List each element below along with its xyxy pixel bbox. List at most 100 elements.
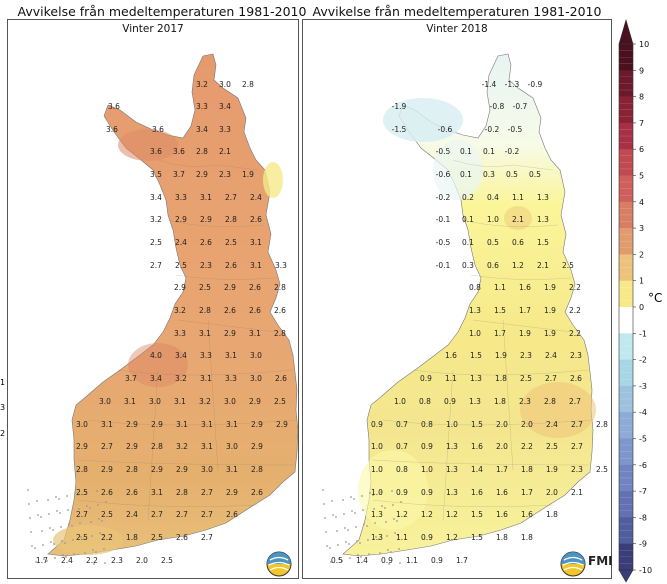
- temperature-value: 2.9: [251, 442, 263, 451]
- temperature-value: 0.6: [512, 238, 524, 247]
- colorbar-tick-label: 4: [639, 198, 644, 207]
- temperature-value: 2.6: [274, 306, 286, 315]
- archipelago-dot: [379, 552, 381, 554]
- temperature-value: 2.8: [196, 147, 208, 156]
- archipelago-dot: [400, 501, 402, 503]
- temperature-value: 3.1: [249, 329, 261, 338]
- archipelago-dot: [101, 520, 103, 522]
- temperature-value: 2.3: [570, 351, 582, 360]
- temperature-value: -0.5: [436, 238, 451, 247]
- colorbar-segment: [619, 149, 633, 176]
- temperature-value: 1.0: [394, 397, 406, 406]
- region-boundary: [157, 159, 259, 171]
- subtitle-2017: Vinter 2017: [122, 23, 184, 35]
- archipelago-dot: [95, 551, 97, 553]
- colorbar-tick-label: 0: [639, 303, 644, 312]
- temperature-value: 2.8: [151, 442, 163, 451]
- archipelago-dot: [359, 542, 361, 544]
- temperature-value: 3.2: [199, 397, 211, 406]
- temperature-value: 2.9: [224, 283, 236, 292]
- temperature-value: 2.5: [175, 261, 187, 270]
- temperature-value: 0.3: [462, 261, 474, 270]
- temperature-value: 3.7: [173, 170, 185, 179]
- temperature-value: 3.1: [200, 374, 212, 383]
- temperature-value: 2.8: [274, 283, 286, 292]
- temperature-value: 2.9: [226, 488, 238, 497]
- temperature-value: 1.8: [521, 533, 533, 542]
- archipelago-dot: [30, 531, 32, 533]
- temperature-value: 1.8: [496, 533, 508, 542]
- region-boundary: [77, 499, 259, 507]
- temperature-value: 2.6: [251, 488, 263, 497]
- region-boundary: [452, 159, 554, 171]
- colorbar-segment: [619, 228, 633, 255]
- temperature-value: -0.2: [436, 193, 451, 202]
- temperature-value: 3.1: [201, 442, 213, 451]
- temperature-value: 2.2: [569, 329, 581, 338]
- archipelago-dot: [66, 495, 68, 497]
- archipelago-dot: [349, 557, 351, 559]
- temperature-value: 3.1: [174, 397, 186, 406]
- temperature-value: 3.4: [150, 193, 162, 202]
- temperature-value: 1.9: [519, 329, 531, 338]
- archipelago-dot: [331, 500, 333, 502]
- temperature-value: 2.2: [569, 283, 581, 292]
- temperature-value: 2.4: [545, 351, 557, 360]
- temperature-value: 2.7: [569, 397, 581, 406]
- temperature-value: 1.3: [470, 374, 482, 383]
- temperature-value: 1.6: [496, 488, 508, 497]
- temperature-value: 2.1: [512, 215, 524, 224]
- archipelago-dot: [380, 491, 382, 493]
- temperature-value: 0.9: [381, 556, 393, 565]
- colorbar-tick-label: 10: [639, 40, 649, 49]
- temperature-value: 1.6: [519, 283, 531, 292]
- temperature-value: 2.8: [225, 215, 237, 224]
- temperature-value: 2.8: [274, 329, 286, 338]
- temperature-value: 1.7: [36, 556, 48, 565]
- region-boundary: [372, 459, 589, 466]
- colorbar-segment: [619, 438, 633, 466]
- temperature-value: 1.8: [546, 510, 558, 519]
- temperature-value: 3.4: [175, 351, 187, 360]
- archipelago-dot: [72, 539, 74, 541]
- archipelago-dot: [105, 501, 107, 503]
- colorbar-arrow-top: [618, 18, 634, 45]
- temperature-value: 0.8: [419, 397, 431, 406]
- temperature-value: 2.8: [199, 306, 211, 315]
- archipelago-dot: [61, 540, 63, 542]
- region-boundary: [442, 369, 454, 521]
- warm-patch: [118, 129, 178, 161]
- temperature-value: 2.5: [151, 533, 163, 542]
- archipelago-dot: [86, 505, 88, 507]
- temperature-value: 2.5: [520, 374, 532, 383]
- temperature-value: 1.2: [446, 510, 458, 519]
- archipelago-dot: [390, 551, 392, 553]
- temperature-value: -0.1: [436, 261, 451, 270]
- temperature-value: 1.1: [512, 193, 524, 202]
- temperature-value: 2.8: [544, 397, 556, 406]
- archipelago-dot: [78, 508, 80, 510]
- fmi-logo-text: FMI: [588, 554, 613, 568]
- temperature-value: 1.5: [471, 420, 483, 429]
- temperature-value: 0.4: [487, 193, 499, 202]
- temperature-value: 2.0: [496, 420, 508, 429]
- archipelago-dot: [396, 520, 398, 522]
- colorbar-tick-label: 3: [639, 224, 644, 233]
- temperature-value: 1.7: [494, 329, 506, 338]
- temperature-value: 2.9: [174, 283, 186, 292]
- temperature-value: 1.3: [469, 306, 481, 315]
- archipelago-dot: [385, 521, 387, 523]
- temperature-value: 3.3: [175, 193, 187, 202]
- archipelago-dot: [46, 560, 48, 562]
- archipelago-dot: [345, 541, 347, 543]
- temperature-value: 1.0: [469, 329, 481, 338]
- temperature-value: 0.9: [421, 533, 433, 542]
- temperature-value: 1.3: [446, 442, 458, 451]
- archipelago-dot: [92, 549, 94, 551]
- archipelago-dot: [335, 516, 337, 518]
- temperature-value: 1.0: [421, 465, 433, 474]
- temperature-value: 2.9: [126, 442, 138, 451]
- archipelago-dot: [85, 491, 87, 493]
- temperature-value: 0.7: [396, 420, 408, 429]
- edge-tick: 1: [0, 378, 6, 387]
